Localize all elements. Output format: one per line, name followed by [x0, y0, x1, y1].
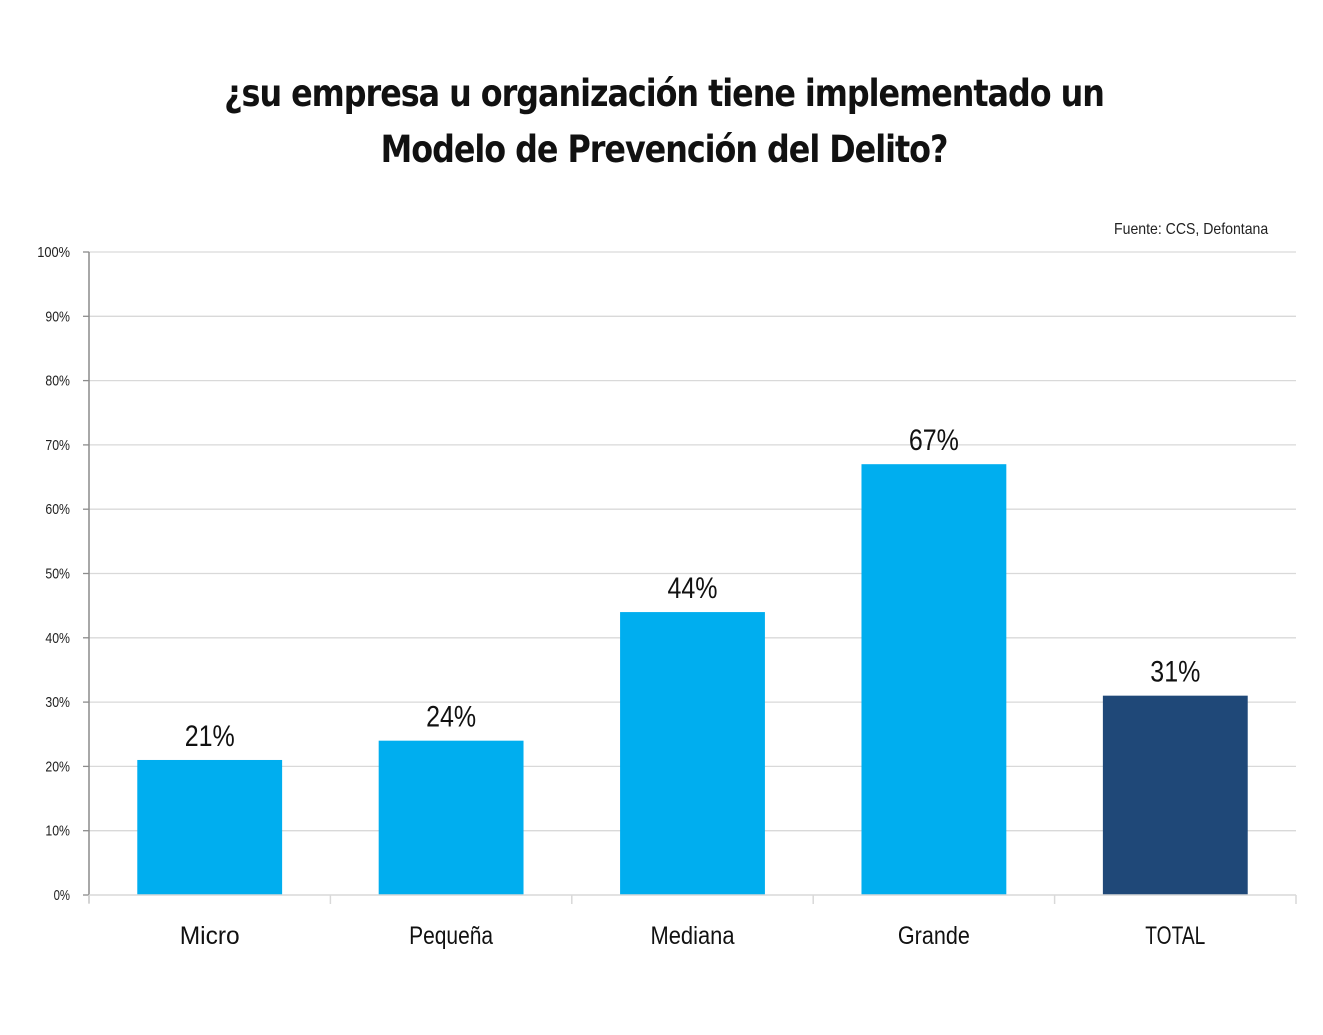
- bar-mediana: [620, 612, 765, 895]
- y-tick-label: 0%: [54, 887, 70, 904]
- source-note: Fuente: CCS, Defontana: [1113, 221, 1268, 238]
- x-tick-labels: Micro Pequeña Mediana Grande TOTAL: [180, 922, 1206, 950]
- y-tick-label: 70%: [45, 437, 70, 454]
- data-label: 44%: [668, 572, 718, 605]
- y-tick-label: 10%: [45, 823, 70, 840]
- axes: [83, 251, 1297, 904]
- data-label: 24%: [426, 701, 476, 734]
- data-label: 67%: [909, 424, 959, 457]
- chart-title-line-2: Modelo de Prevención del Delito?: [380, 128, 949, 171]
- data-labels: 21% 24% 44% 67% 31%: [185, 424, 1201, 753]
- y-tick-label: 50%: [45, 566, 70, 583]
- y-tick-label: 60%: [45, 501, 70, 518]
- x-tick-label: TOTAL: [1145, 922, 1205, 950]
- chart-title-line-1: ¿su empresa u organización tiene impleme…: [224, 72, 1105, 115]
- y-tick-label: 80%: [45, 373, 70, 390]
- y-tick-label: 30%: [45, 694, 70, 711]
- y-tick-labels: 0% 10% 20% 30% 40% 50% 60% 70% 80% 90% 100%: [37, 244, 70, 904]
- bar-total: [1102, 695, 1248, 895]
- bar-micro: [137, 759, 283, 895]
- data-label: 31%: [1150, 656, 1200, 689]
- x-tick-label: Pequeña: [409, 922, 493, 950]
- y-tick-label: 40%: [45, 630, 70, 647]
- bar-grande: [861, 464, 1007, 895]
- data-label: 21%: [185, 720, 235, 753]
- y-tick-label: 20%: [45, 758, 70, 775]
- bar-pequeña: [378, 740, 524, 895]
- chart-title: ¿su empresa u organización tiene impleme…: [93, 66, 1235, 178]
- y-tick-label: 90%: [45, 308, 70, 325]
- y-tick-label: 100%: [37, 244, 70, 261]
- x-tick-label: Micro: [180, 922, 240, 950]
- x-tick-label: Grande: [898, 922, 970, 950]
- bars: [137, 464, 1248, 895]
- x-tick-label: Mediana: [651, 922, 735, 950]
